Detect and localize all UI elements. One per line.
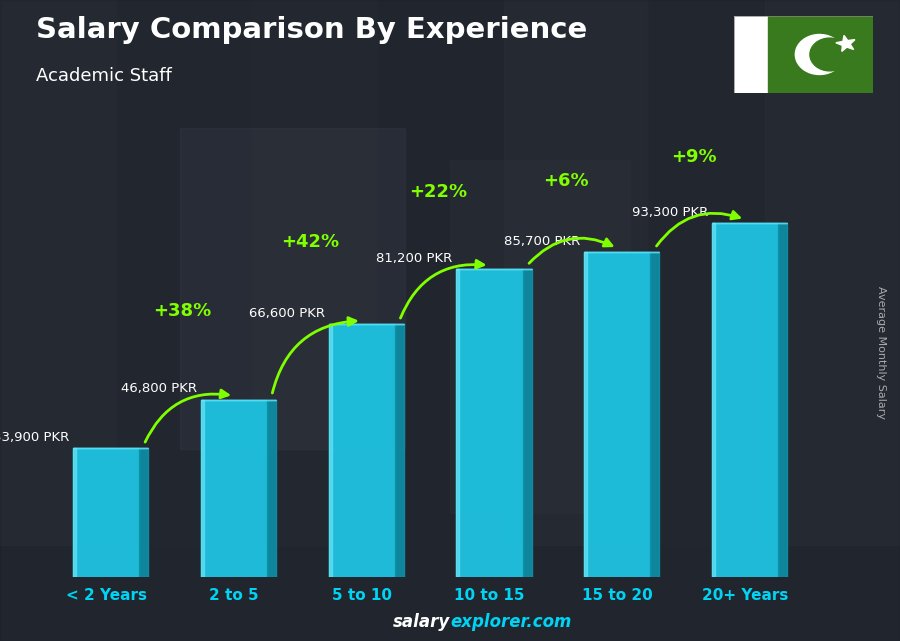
Bar xyxy=(117,0,252,545)
Polygon shape xyxy=(328,324,332,577)
Text: Salary Comparison By Experience: Salary Comparison By Experience xyxy=(36,16,587,44)
Text: +22%: +22% xyxy=(409,183,467,201)
Text: salary: salary xyxy=(392,613,450,631)
Wedge shape xyxy=(796,35,838,74)
Polygon shape xyxy=(73,449,140,577)
Bar xyxy=(504,0,648,545)
Text: 33,900 PKR: 33,900 PKR xyxy=(0,431,69,444)
Polygon shape xyxy=(836,35,855,51)
Polygon shape xyxy=(456,269,523,577)
Bar xyxy=(450,160,630,513)
Text: +42%: +42% xyxy=(282,233,339,251)
Polygon shape xyxy=(778,223,788,577)
Text: +6%: +6% xyxy=(543,172,589,190)
Polygon shape xyxy=(584,252,651,577)
Text: 46,800 PKR: 46,800 PKR xyxy=(121,382,197,395)
Polygon shape xyxy=(651,252,660,577)
Text: 66,600 PKR: 66,600 PKR xyxy=(248,307,325,320)
Text: +38%: +38% xyxy=(154,302,211,320)
Circle shape xyxy=(810,38,850,71)
Text: 85,700 PKR: 85,700 PKR xyxy=(504,235,580,247)
Polygon shape xyxy=(201,399,204,577)
Text: 81,200 PKR: 81,200 PKR xyxy=(376,251,453,265)
Bar xyxy=(765,0,900,545)
Polygon shape xyxy=(523,269,532,577)
Polygon shape xyxy=(267,399,276,577)
Bar xyxy=(252,0,378,545)
Bar xyxy=(769,16,873,93)
Text: explorer.com: explorer.com xyxy=(450,613,572,631)
Bar xyxy=(180,128,405,449)
Text: Average Monthly Salary: Average Monthly Salary xyxy=(877,286,886,419)
Polygon shape xyxy=(456,269,460,577)
Text: +9%: +9% xyxy=(670,149,716,167)
Polygon shape xyxy=(395,324,404,577)
Polygon shape xyxy=(201,399,267,577)
Text: Academic Staff: Academic Staff xyxy=(36,67,172,85)
Polygon shape xyxy=(140,449,148,577)
Polygon shape xyxy=(712,223,715,577)
Bar xyxy=(378,0,504,545)
Polygon shape xyxy=(73,449,77,577)
Bar xyxy=(734,16,769,93)
Polygon shape xyxy=(584,252,587,577)
Bar xyxy=(648,0,765,545)
Text: 93,300 PKR: 93,300 PKR xyxy=(632,206,708,219)
Polygon shape xyxy=(328,324,395,577)
Bar xyxy=(0,0,117,545)
Polygon shape xyxy=(712,223,778,577)
